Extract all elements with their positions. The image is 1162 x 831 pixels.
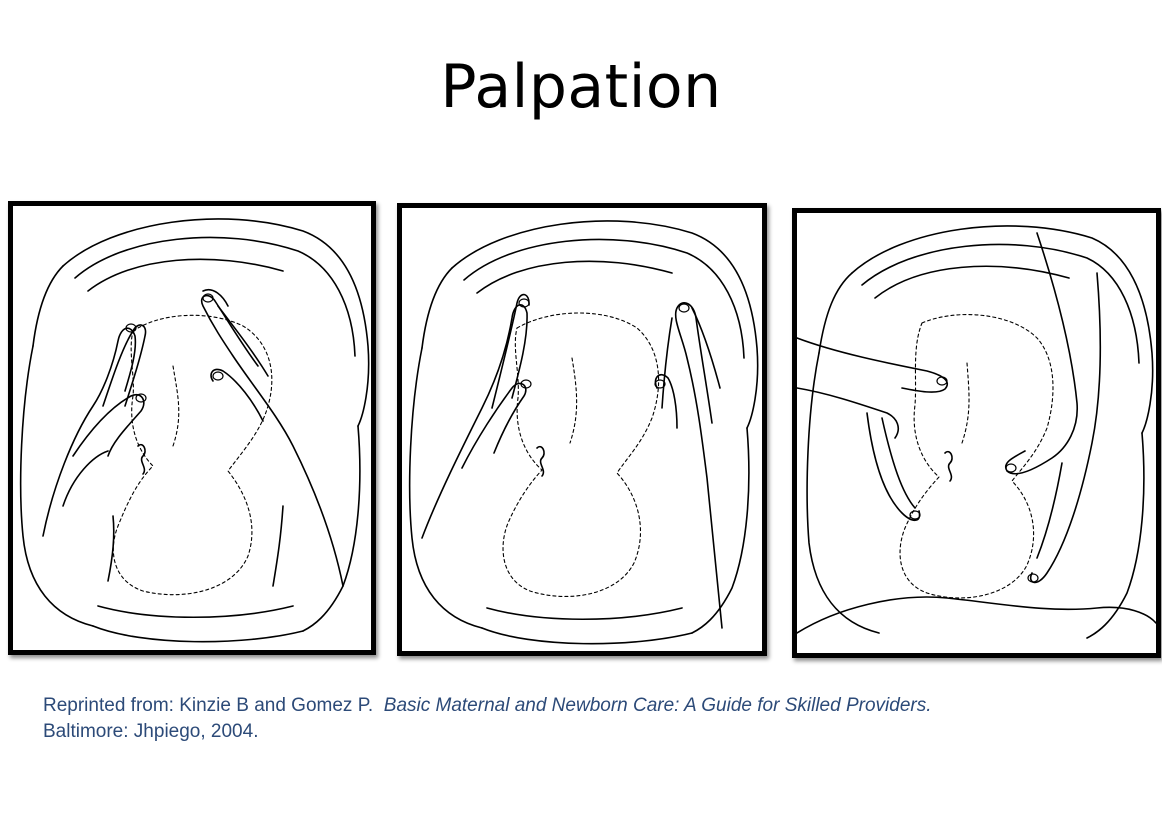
image-credit-citation: Reprinted from: Kinzie B and Gomez P. Ba… <box>43 693 1143 745</box>
citation-line-1: Reprinted from: Kinzie B and Gomez P. Ba… <box>43 693 1143 719</box>
illustration-panel-lateral-palpation <box>397 203 767 656</box>
illustration-panel-fundal-palpation <box>8 201 376 655</box>
illustration-panel-pelvic-grip <box>792 208 1161 658</box>
citation-prefix: Reprinted from: Kinzie B and Gomez P. <box>43 695 374 716</box>
abdominal-palpation-pelvic-grip-icon <box>797 225 1156 639</box>
abdominal-palpation-fundal-icon <box>19 218 370 643</box>
citation-publisher: Baltimore: Jhpiego, 2004. <box>43 721 259 742</box>
citation-book-title: Basic Maternal and Newborn Care: A Guide… <box>383 695 932 716</box>
slide-title: Palpation <box>440 52 722 122</box>
abdominal-palpation-lateral-icon <box>408 220 759 645</box>
